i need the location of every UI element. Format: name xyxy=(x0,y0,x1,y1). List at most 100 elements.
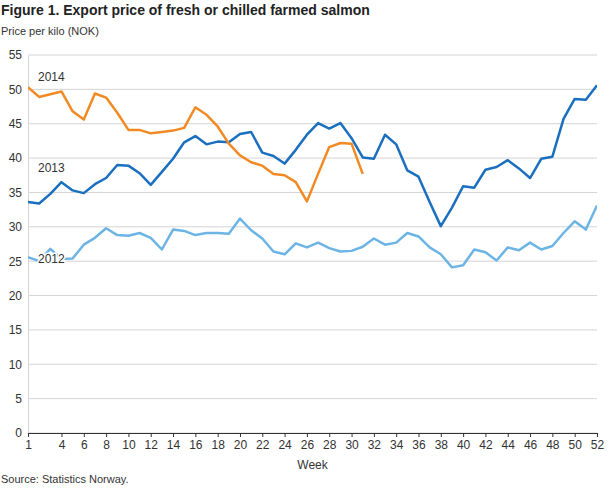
x-tick-mark xyxy=(285,433,286,437)
x-axis: 1468101214161820222426283032343638404244… xyxy=(25,433,604,452)
x-tick: 24 xyxy=(278,433,292,452)
x-tick-label: 22 xyxy=(256,438,270,452)
y-tick: 20 xyxy=(9,289,28,303)
x-tick-label: 38 xyxy=(435,438,449,452)
x-tick-label: 42 xyxy=(479,438,493,452)
y-tick-label: 20 xyxy=(9,289,23,303)
x-tick-label: 18 xyxy=(211,438,225,452)
x-tick-mark xyxy=(374,433,375,437)
x-tick: 16 xyxy=(189,433,203,452)
x-tick-label: 24 xyxy=(278,438,292,452)
x-tick: 6 xyxy=(81,433,88,452)
x-tick-mark xyxy=(106,433,107,437)
y-tick-label: 55 xyxy=(9,48,23,62)
grid-line xyxy=(28,329,597,330)
series-labels: 2012 2013 2014 xyxy=(38,70,65,266)
x-tick-label: 30 xyxy=(345,438,359,452)
x-tick: 14 xyxy=(167,433,181,452)
x-tick: 18 xyxy=(211,433,225,452)
grid-line xyxy=(28,261,597,262)
x-tick-label: 20 xyxy=(234,438,248,452)
subtitle: Price per kilo (NOK) xyxy=(1,25,99,37)
y-tick: 55 xyxy=(9,48,28,62)
x-tick-mark xyxy=(441,433,442,437)
x-tick: 52 xyxy=(591,433,605,452)
x-tick-mark xyxy=(396,433,397,437)
x-tick: 4 xyxy=(59,433,66,452)
x-tick-label: 10 xyxy=(122,438,136,452)
grid-line xyxy=(28,398,597,399)
x-tick-mark xyxy=(307,433,308,437)
x-axis-line xyxy=(29,434,598,438)
x-tick: 42 xyxy=(479,433,493,452)
x-tick-label: 44 xyxy=(502,438,516,452)
y-tick-label: 35 xyxy=(9,186,23,200)
grid xyxy=(28,55,597,433)
x-tick: 1 xyxy=(25,433,32,452)
x-tick: 36 xyxy=(412,433,426,452)
x-tick-mark xyxy=(240,433,241,437)
x-tick-label: 14 xyxy=(167,438,181,452)
plot-area xyxy=(28,85,597,267)
source: Source: Statistics Norway. xyxy=(1,473,129,485)
x-tick-label: 4 xyxy=(59,438,66,452)
series-label: 2012 xyxy=(38,252,65,266)
x-tick-label: 46 xyxy=(524,438,538,452)
x-tick-label: 28 xyxy=(323,438,337,452)
y-tick-label: 45 xyxy=(9,117,23,131)
x-tick-mark xyxy=(151,433,152,437)
x-tick-mark xyxy=(352,433,353,437)
x-tick-mark xyxy=(463,433,464,437)
title: Figure 1. Export price of fresh or chill… xyxy=(1,2,370,18)
x-tick: 32 xyxy=(368,433,382,452)
y-tick-label: 15 xyxy=(9,323,23,337)
x-tick-label: 6 xyxy=(81,438,88,452)
y-tick-label: 25 xyxy=(9,255,23,269)
x-tick-mark xyxy=(28,433,29,437)
x-tick-mark xyxy=(84,433,85,437)
x-tick-label: 12 xyxy=(145,438,159,452)
series-line xyxy=(28,87,363,201)
grid-line xyxy=(28,55,597,56)
x-tick-label: 48 xyxy=(546,438,560,452)
series-line xyxy=(28,206,597,268)
x-tick-mark xyxy=(530,433,531,437)
x-tick-mark xyxy=(552,433,553,437)
x-tick-mark xyxy=(418,433,419,437)
y-tick: 15 xyxy=(9,323,28,337)
y-tick: 50 xyxy=(9,83,28,97)
y-tick-label: 0 xyxy=(15,426,22,440)
x-tick: 38 xyxy=(435,433,449,452)
x-tick-mark xyxy=(575,433,576,437)
x-tick-label: 16 xyxy=(189,438,203,452)
chart: Figure 1. Export price of fresh or chill… xyxy=(0,0,610,488)
x-tick: 46 xyxy=(524,433,538,452)
grid-line xyxy=(28,364,597,365)
x-tick-mark xyxy=(597,433,598,437)
series-label: 2013 xyxy=(38,161,65,175)
y-tick: 25 xyxy=(9,255,28,269)
y-tick-label: 10 xyxy=(9,358,23,372)
x-tick-mark xyxy=(329,433,330,437)
series-label: 2014 xyxy=(38,70,65,84)
y-tick-label: 50 xyxy=(9,83,23,97)
x-tick-mark xyxy=(508,433,509,437)
y-axis-line xyxy=(28,56,29,434)
x-tick-label: 50 xyxy=(569,438,583,452)
x-tick-mark xyxy=(61,433,62,437)
grid-line xyxy=(28,158,597,159)
grid-line xyxy=(28,89,597,90)
y-tick: 30 xyxy=(9,220,28,234)
y-tick: 10 xyxy=(9,358,28,372)
x-tick-mark xyxy=(128,433,129,437)
x-tick-mark xyxy=(173,433,174,437)
x-tick-label: 34 xyxy=(390,438,404,452)
x-tick: 40 xyxy=(457,433,471,452)
x-tick-label: 8 xyxy=(103,438,110,452)
y-tick: 35 xyxy=(9,186,28,200)
y-tick-label: 5 xyxy=(15,392,22,406)
grid-line xyxy=(28,192,597,193)
x-tick: 12 xyxy=(145,433,159,452)
x-tick: 22 xyxy=(256,433,270,452)
x-tick: 30 xyxy=(345,433,359,452)
